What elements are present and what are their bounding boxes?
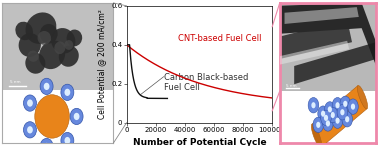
Circle shape <box>23 95 36 111</box>
Circle shape <box>340 96 350 112</box>
Text: Carbon Black-based
Fuel Cell: Carbon Black-based Fuel Cell <box>164 73 249 92</box>
Polygon shape <box>280 3 376 66</box>
Ellipse shape <box>67 29 82 46</box>
Circle shape <box>325 102 335 117</box>
Circle shape <box>316 122 321 128</box>
Circle shape <box>342 112 353 127</box>
Circle shape <box>345 116 349 122</box>
Circle shape <box>44 143 50 146</box>
Circle shape <box>74 113 79 120</box>
X-axis label: Number of Potential Cycle: Number of Potential Cycle <box>133 138 266 146</box>
Ellipse shape <box>25 53 45 74</box>
Circle shape <box>351 104 355 110</box>
Circle shape <box>331 112 335 118</box>
Bar <box>280 3 376 91</box>
Y-axis label: Cell Potential @ 200 mA/cm²: Cell Potential @ 200 mA/cm² <box>97 9 106 119</box>
Circle shape <box>328 106 332 113</box>
Polygon shape <box>294 42 376 84</box>
Circle shape <box>65 89 70 96</box>
Circle shape <box>61 84 74 100</box>
Circle shape <box>321 110 331 126</box>
Circle shape <box>308 98 319 113</box>
Circle shape <box>326 120 330 127</box>
Text: 5 nm: 5 nm <box>287 84 297 88</box>
Circle shape <box>332 98 343 113</box>
Circle shape <box>311 102 316 108</box>
Circle shape <box>318 106 328 121</box>
Ellipse shape <box>25 12 56 44</box>
Circle shape <box>335 118 340 124</box>
Circle shape <box>348 99 358 114</box>
Ellipse shape <box>39 40 65 69</box>
Bar <box>280 91 376 143</box>
Text: 5 nm: 5 nm <box>10 80 20 84</box>
Circle shape <box>65 137 70 144</box>
Polygon shape <box>285 7 359 24</box>
Ellipse shape <box>19 33 41 57</box>
Circle shape <box>44 83 50 90</box>
Polygon shape <box>280 41 349 65</box>
Circle shape <box>70 108 83 125</box>
Circle shape <box>40 138 53 146</box>
Ellipse shape <box>15 22 33 40</box>
Circle shape <box>337 105 348 120</box>
Ellipse shape <box>54 41 65 54</box>
Bar <box>2 90 113 143</box>
Circle shape <box>332 113 343 128</box>
Polygon shape <box>280 20 352 59</box>
Circle shape <box>23 122 36 138</box>
Polygon shape <box>312 86 367 146</box>
Text: CNT-based Fuel Cell: CNT-based Fuel Cell <box>178 34 261 43</box>
Ellipse shape <box>357 85 367 109</box>
Circle shape <box>327 107 338 123</box>
Circle shape <box>313 117 324 133</box>
Bar <box>2 3 113 90</box>
Circle shape <box>322 116 333 131</box>
Circle shape <box>35 95 69 138</box>
Ellipse shape <box>28 51 39 62</box>
Ellipse shape <box>40 24 57 44</box>
Circle shape <box>324 115 328 121</box>
Circle shape <box>335 102 340 108</box>
Ellipse shape <box>311 124 322 146</box>
Circle shape <box>343 101 347 107</box>
Ellipse shape <box>37 31 51 45</box>
Ellipse shape <box>51 28 76 53</box>
Circle shape <box>40 78 53 94</box>
Ellipse shape <box>59 46 79 67</box>
Circle shape <box>321 111 325 117</box>
Circle shape <box>27 126 33 133</box>
Circle shape <box>61 132 74 146</box>
Ellipse shape <box>64 40 73 50</box>
Circle shape <box>27 99 33 107</box>
Circle shape <box>340 109 344 115</box>
